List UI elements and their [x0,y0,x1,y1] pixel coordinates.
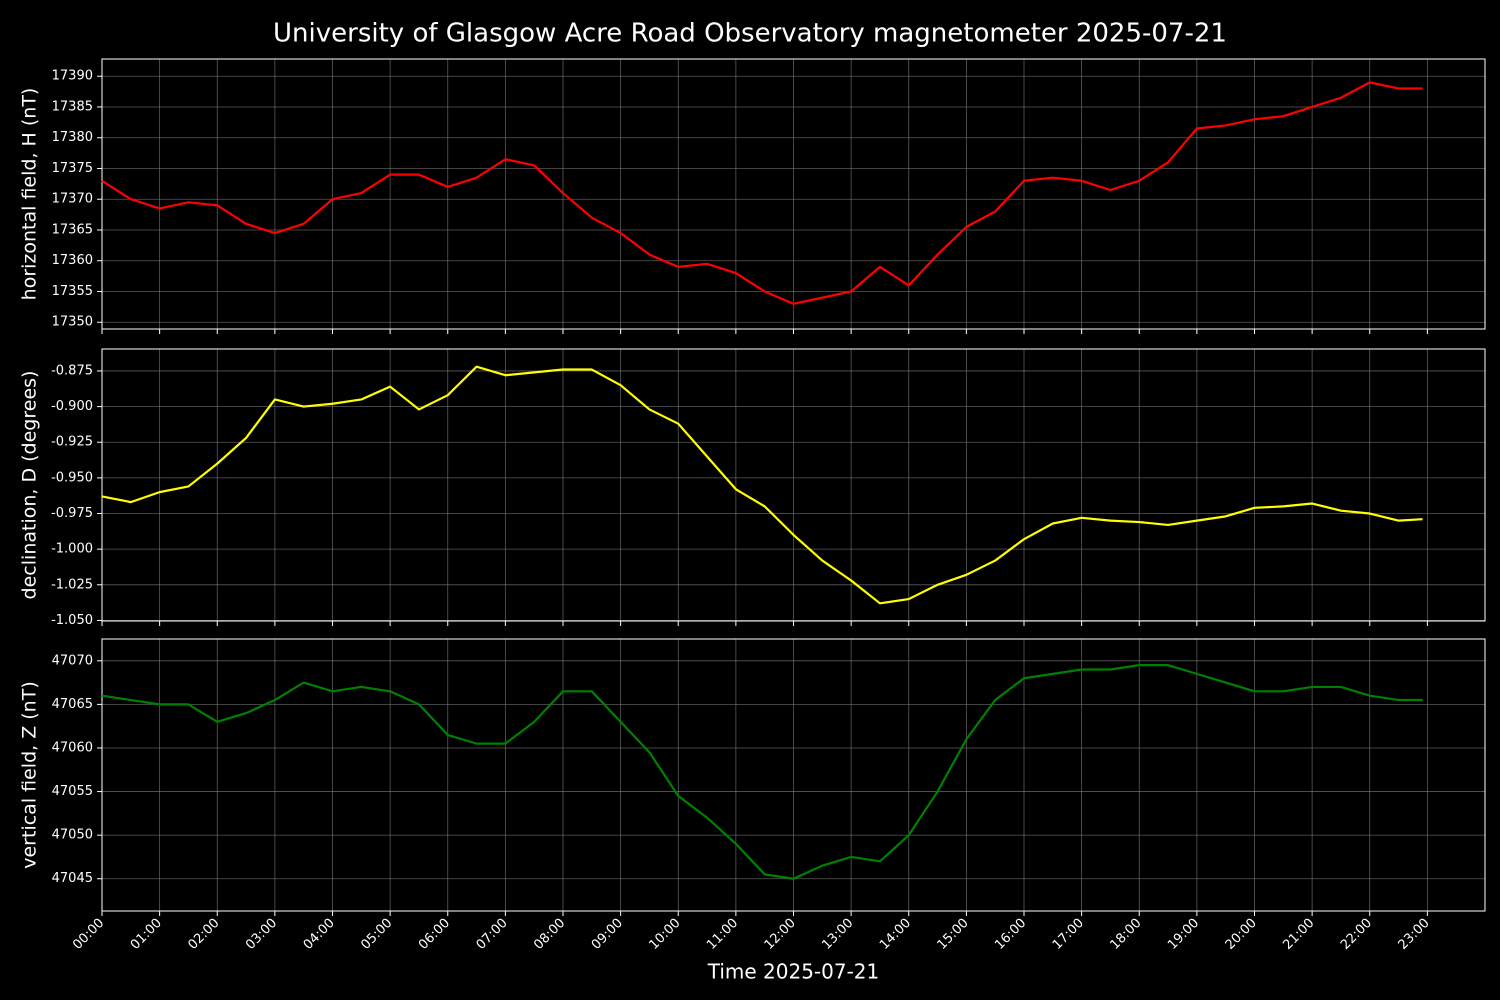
y-tick-label: 17390 [52,69,93,84]
y-tick-label: 47070 [52,653,93,668]
y-tick-label: 17360 [52,253,93,268]
y-tick-label: 17365 [52,222,93,237]
data-line [101,81,1423,305]
y-tick-label: 17355 [52,284,93,299]
y-tick-label: 17385 [52,99,93,114]
data-line [101,664,1423,880]
y-tick-label: 17370 [52,192,93,207]
y-tick-label: -0.975 [51,506,93,521]
y-tick-label: -0.875 [51,363,93,378]
y-tick-label: -1.050 [51,613,93,628]
y-axis-label: vertical field, Z (nT) [19,681,41,869]
y-tick-label: -0.925 [51,435,93,450]
y-tick-label: -1.000 [51,542,93,557]
y-tick-label: 47060 [52,740,93,755]
y-tick-label: -0.950 [51,470,93,485]
y-tick-label: -0.900 [51,399,93,414]
plot-frame [101,638,1486,912]
y-axis-label: declination, D (degrees) [19,371,41,600]
data-line [101,365,1423,605]
y-tick-label: 47055 [52,784,93,799]
y-tick-label: -1.025 [51,577,93,592]
y-tick-label: 47065 [52,697,93,712]
y-tick-label: 17375 [52,161,93,176]
x-axis-label: Time 2025-07-21 [707,960,880,984]
y-tick-label: 17350 [52,315,93,330]
y-tick-label: 17380 [52,130,93,145]
y-tick-label: 47050 [52,828,93,843]
plot-frame [101,348,1486,622]
chart-title: University of Glasgow Acre Road Observat… [273,19,1227,49]
y-tick-label: 47045 [52,871,93,886]
y-axis-label: horizontal field, H (nT) [19,88,41,301]
plot-frame [101,58,1486,330]
